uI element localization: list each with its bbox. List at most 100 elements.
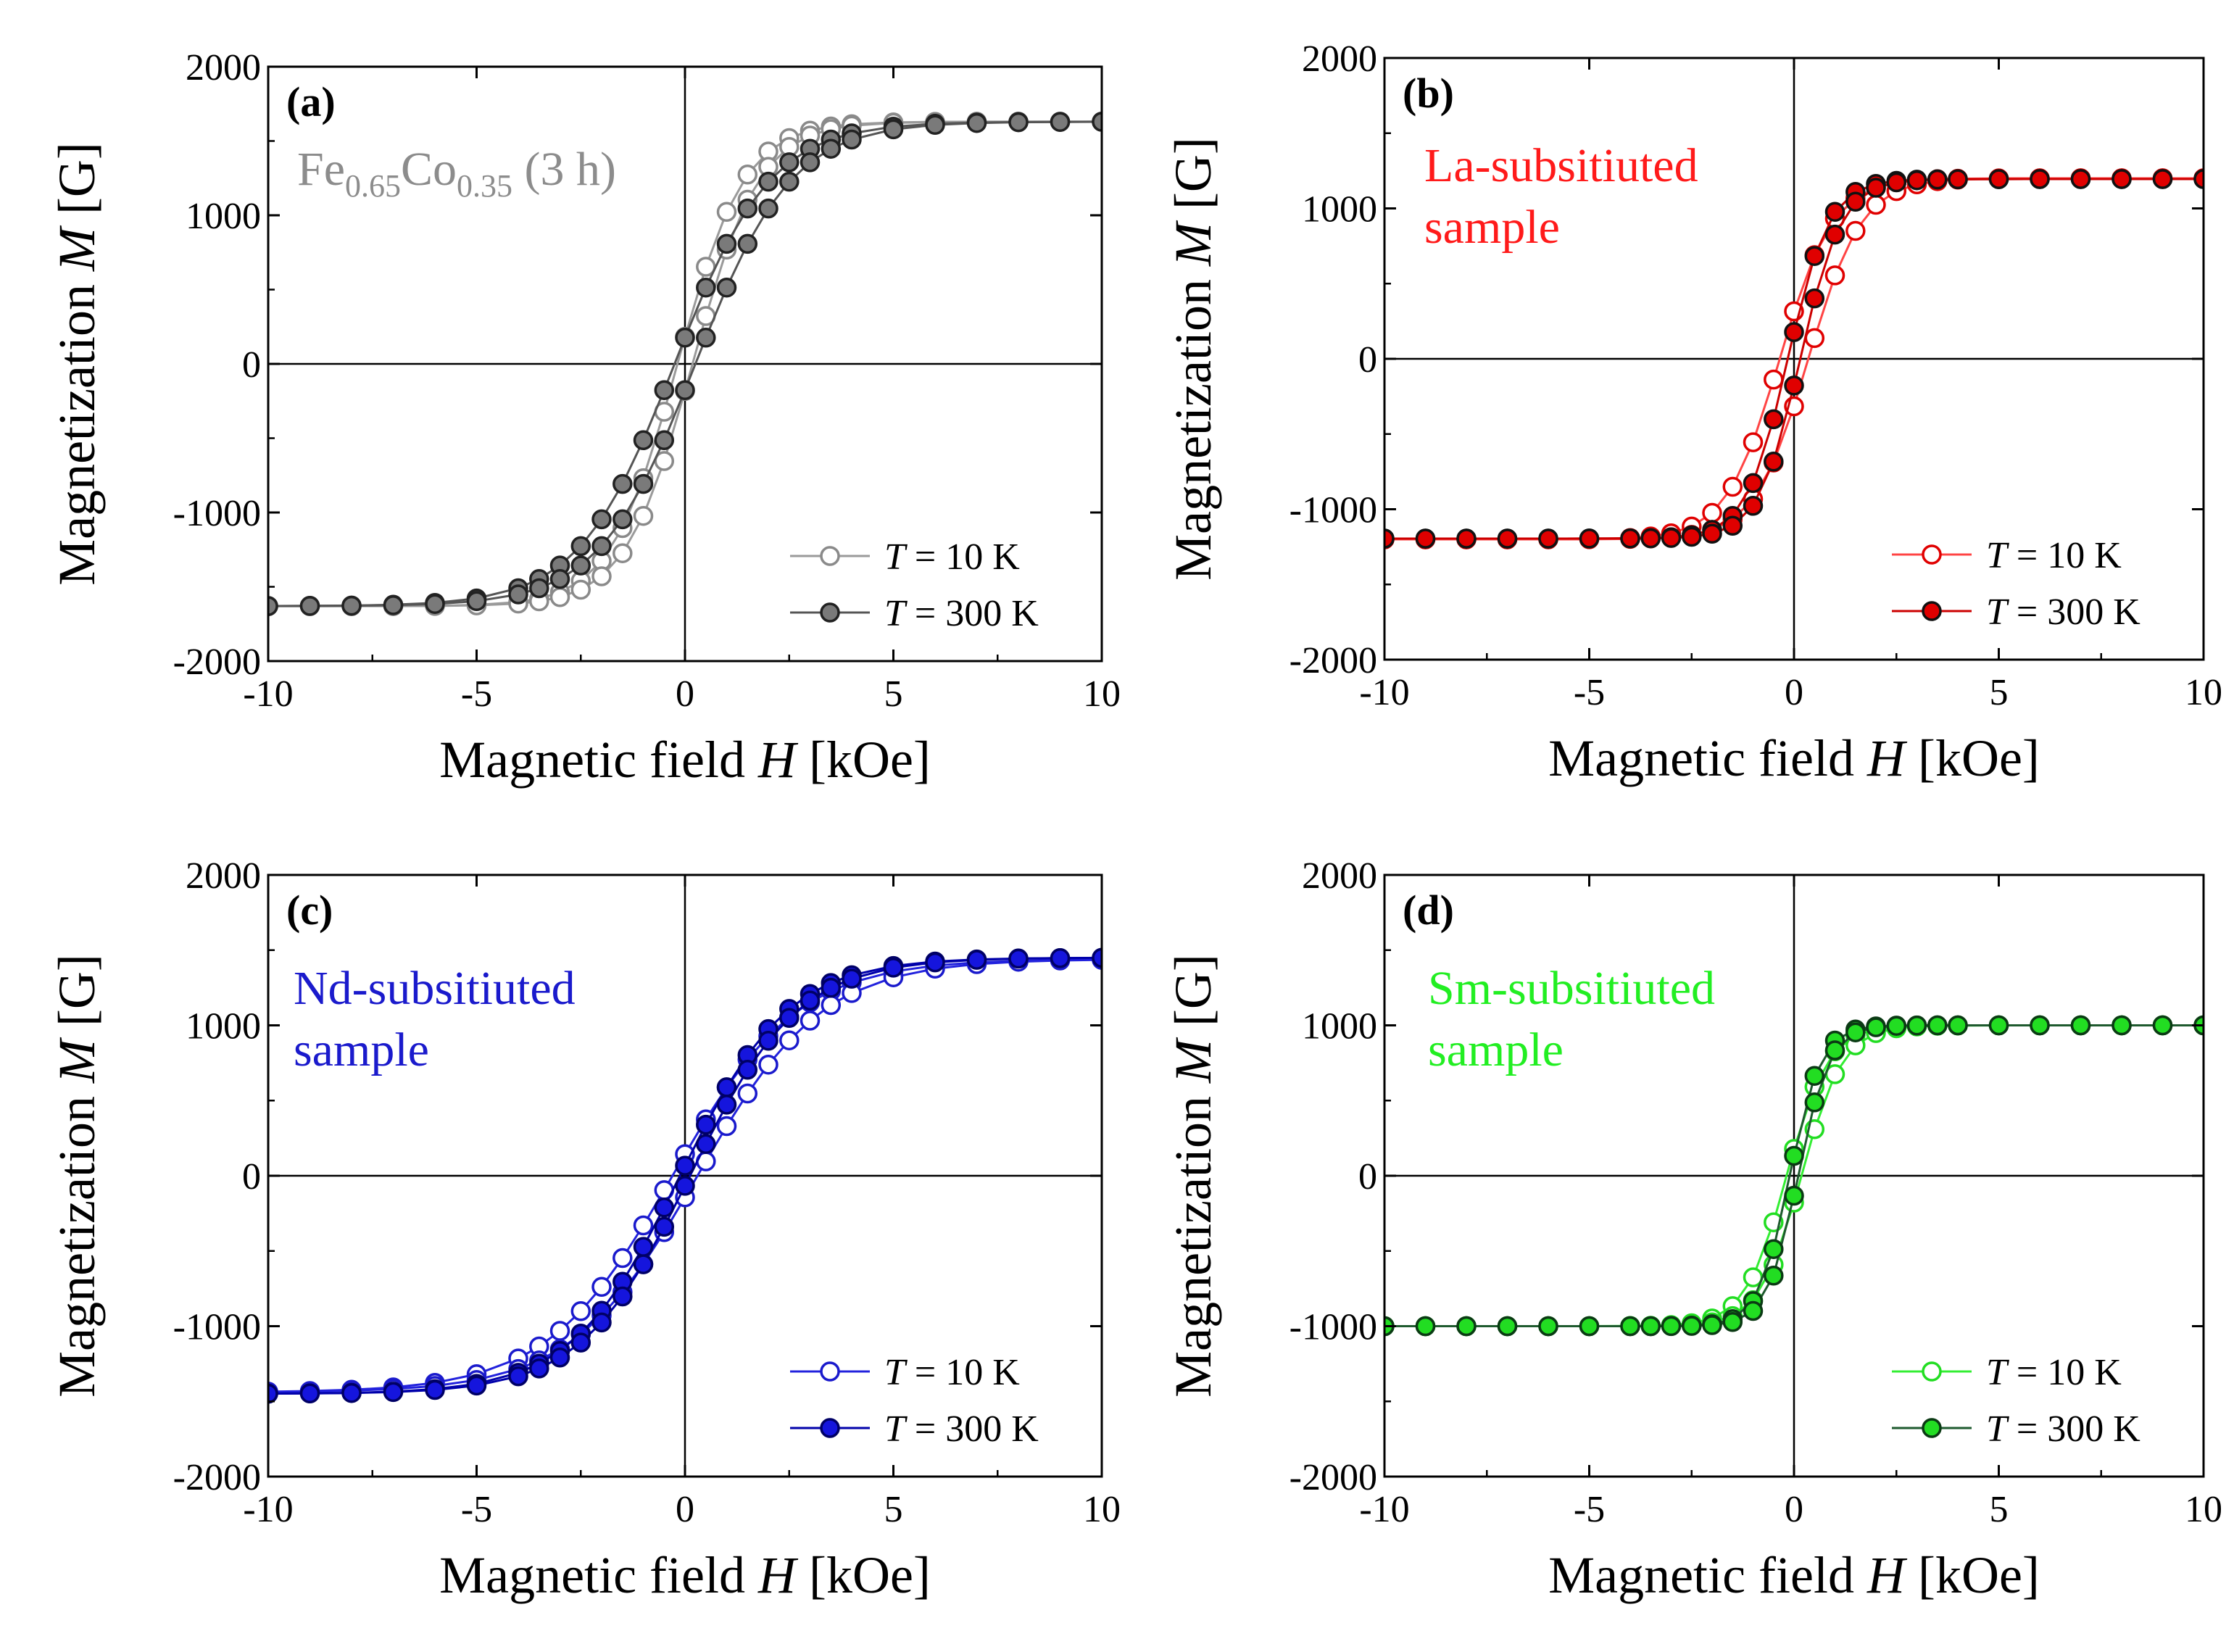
data-point bbox=[633, 1237, 654, 1257]
data-point bbox=[758, 198, 778, 219]
y-tick-label: 1000 bbox=[1302, 1006, 1377, 1047]
sample-annotation: La-subsitiuted bbox=[1424, 139, 1698, 192]
data-point bbox=[737, 198, 758, 219]
legend-label: T = 10 K bbox=[1986, 1352, 2122, 1393]
data-point bbox=[821, 977, 842, 998]
x-tick-label: -5 bbox=[1574, 1489, 1605, 1530]
panel-label: (a) bbox=[286, 78, 336, 125]
data-point bbox=[821, 995, 842, 1016]
data-point bbox=[1050, 948, 1071, 968]
data-point bbox=[1722, 1312, 1743, 1332]
data-point bbox=[1661, 528, 1682, 548]
legend-marker bbox=[820, 1418, 840, 1438]
data-point bbox=[1927, 169, 1948, 190]
y-axis-label: Magnetization M [G] bbox=[48, 142, 106, 586]
x-tick-label: 0 bbox=[1785, 672, 1803, 713]
y-tick-label: -2000 bbox=[1290, 1457, 1377, 1498]
data-point bbox=[842, 129, 862, 150]
data-point bbox=[1764, 452, 1784, 472]
data-point bbox=[529, 1358, 549, 1379]
y-tick-label: -1000 bbox=[1290, 1307, 1377, 1348]
data-point bbox=[299, 1383, 320, 1404]
data-point bbox=[779, 152, 800, 173]
data-point bbox=[966, 112, 987, 133]
legend-label: T = 10 K bbox=[884, 536, 1020, 578]
data-point bbox=[675, 1176, 695, 1196]
data-point bbox=[758, 171, 778, 192]
x-tick-label: -10 bbox=[243, 1489, 293, 1530]
y-tick-label: 2000 bbox=[186, 47, 261, 88]
data-point bbox=[529, 578, 549, 599]
data-point bbox=[675, 328, 695, 348]
data-point bbox=[570, 1301, 591, 1321]
data-point bbox=[2030, 169, 2050, 189]
data-point bbox=[966, 950, 987, 970]
data-point bbox=[1764, 1266, 1784, 1286]
data-point bbox=[821, 138, 842, 159]
data-point bbox=[925, 952, 945, 973]
y-tick-label: 0 bbox=[242, 1156, 261, 1198]
data-point bbox=[737, 1083, 758, 1104]
data-point bbox=[549, 1348, 570, 1368]
data-point bbox=[654, 430, 675, 451]
data-point bbox=[1456, 1316, 1477, 1337]
data-point bbox=[425, 594, 445, 614]
y-tick-label: 2000 bbox=[1302, 38, 1377, 80]
data-point bbox=[1824, 202, 1845, 222]
data-point bbox=[1579, 1316, 1600, 1337]
data-point bbox=[549, 1321, 570, 1341]
legend-label: T = 300 K bbox=[1986, 592, 2140, 633]
data-point bbox=[758, 1031, 778, 1051]
data-point bbox=[570, 536, 591, 557]
data-point bbox=[1682, 1316, 1702, 1336]
panel-b: -10 -5 0 5 10 -2000 -1000 0 1000 2000 Magnetic fie… bbox=[1164, 38, 2222, 787]
legend-marker bbox=[1922, 544, 1942, 565]
y-axis-label: Magnetization M [G] bbox=[48, 954, 106, 1398]
panel-c: -10 -5 0 5 10 -2000 -1000 0 1000 2000 Magnetic fie… bbox=[48, 855, 1121, 1604]
data-point bbox=[716, 277, 737, 298]
y-tick-label: 1000 bbox=[186, 1006, 261, 1047]
y-tick-label: -2000 bbox=[173, 1457, 261, 1498]
legend-label: T = 10 K bbox=[1986, 535, 2122, 576]
data-point bbox=[883, 958, 904, 978]
data-point bbox=[341, 1382, 362, 1403]
data-point bbox=[1845, 1022, 1866, 1042]
data-point bbox=[1384, 528, 1395, 549]
legend-label: T = 10 K bbox=[884, 1352, 1020, 1393]
series-300K bbox=[268, 112, 1102, 616]
data-point bbox=[1497, 1316, 1518, 1337]
x-axis-label: Magnetic field H [kOe] bbox=[439, 731, 931, 789]
data-point bbox=[268, 596, 278, 616]
data-point bbox=[696, 328, 716, 348]
x-axis-label: Magnetic field H [kOe] bbox=[1548, 1546, 2040, 1604]
data-point bbox=[1620, 528, 1640, 549]
data-point bbox=[1743, 473, 1764, 494]
x-tick-label: -5 bbox=[1574, 672, 1605, 713]
data-point bbox=[466, 1375, 487, 1396]
data-point bbox=[737, 1060, 758, 1080]
data-point bbox=[654, 1216, 675, 1237]
data-point bbox=[1722, 515, 1743, 536]
data-point bbox=[633, 505, 654, 526]
data-point bbox=[800, 990, 821, 1011]
data-point bbox=[1579, 528, 1600, 549]
y-tick-label: -1000 bbox=[1290, 490, 1377, 531]
data-point bbox=[1092, 112, 1102, 132]
sample-annotation: Sm-subsitiuted bbox=[1428, 962, 1715, 1015]
data-point bbox=[1906, 170, 1927, 191]
data-point bbox=[2111, 1015, 2132, 1036]
y-tick-label: 0 bbox=[242, 344, 261, 386]
series-300K bbox=[1384, 169, 2204, 549]
sample-annotation: Fe0.65Co0.35 (3 h) bbox=[297, 143, 616, 204]
x-tick-label: 0 bbox=[676, 673, 694, 715]
data-point bbox=[1640, 1316, 1661, 1337]
data-point bbox=[1722, 476, 1743, 497]
data-point bbox=[1804, 246, 1825, 266]
data-point bbox=[842, 968, 862, 989]
legend-marker bbox=[820, 602, 840, 623]
data-point bbox=[1008, 112, 1029, 133]
x-tick-label: 10 bbox=[1083, 1489, 1121, 1530]
data-point bbox=[654, 380, 675, 400]
data-point bbox=[1497, 528, 1518, 549]
